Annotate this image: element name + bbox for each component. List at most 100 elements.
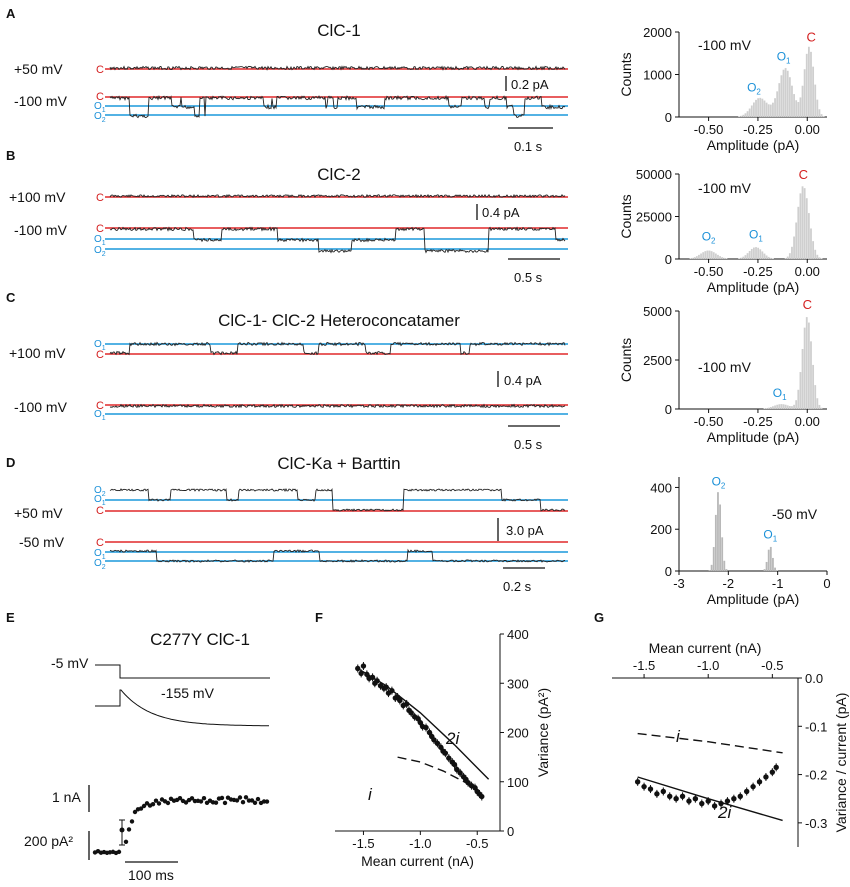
state-label-o2: O2 bbox=[94, 485, 106, 498]
data-point bbox=[667, 793, 673, 799]
histogram-bar bbox=[712, 547, 715, 571]
panel-a-voltage-bottom: -100 mV bbox=[14, 93, 68, 109]
panel-b: B ClC-2 +100 mV -100 mV C C O1 O2 0.4 pA… bbox=[6, 148, 827, 295]
x-tick-label: -0.50 bbox=[694, 122, 724, 137]
histogram-bar bbox=[740, 257, 743, 259]
data-point bbox=[711, 803, 718, 809]
histogram-bar bbox=[801, 349, 804, 409]
time-scale-label: 0.5 s bbox=[514, 437, 543, 452]
data-point bbox=[446, 755, 452, 761]
histogram-bar bbox=[714, 514, 717, 571]
variance-point bbox=[243, 795, 249, 800]
panel-b-title: ClC-2 bbox=[317, 165, 360, 184]
state-annotation: C bbox=[807, 29, 816, 44]
amplitude-scale-label: 0.4 pA bbox=[504, 373, 542, 388]
histogram-bar bbox=[818, 257, 821, 259]
histogram-bar bbox=[795, 400, 798, 409]
histogram-bar bbox=[769, 104, 772, 117]
histogram-bar bbox=[767, 407, 770, 409]
variance-point bbox=[249, 798, 255, 803]
histogram-bar bbox=[810, 228, 812, 259]
x-tick-label: -0.50 bbox=[694, 264, 724, 279]
data-point bbox=[673, 796, 679, 802]
histogram-bar bbox=[822, 116, 825, 117]
x-tick-label: 0 bbox=[823, 576, 830, 591]
histogram-bar bbox=[799, 372, 802, 409]
variance-point bbox=[132, 809, 138, 815]
variance-point bbox=[213, 800, 219, 805]
histogram-bar bbox=[812, 364, 815, 409]
panel-letter-e: E bbox=[6, 610, 15, 625]
x-axis-label: Mean current (nA) bbox=[361, 853, 474, 869]
histogram-bar bbox=[765, 408, 768, 409]
histogram-bar bbox=[750, 248, 753, 259]
state-label-o1: O1 bbox=[94, 101, 106, 114]
histogram-bar bbox=[759, 97, 762, 117]
histogram-bar bbox=[693, 257, 696, 259]
y-axis-label: Variance / current (pA) bbox=[833, 693, 849, 833]
histogram-bar bbox=[759, 249, 762, 259]
data-point bbox=[397, 697, 403, 704]
histogram-bar bbox=[742, 114, 745, 117]
histogram-bar bbox=[786, 256, 789, 259]
variance-point bbox=[240, 800, 246, 805]
y-tick-label: 0 bbox=[507, 824, 514, 839]
x-tick-label: -1 bbox=[772, 576, 784, 591]
data-point bbox=[641, 783, 647, 790]
current-trace bbox=[109, 488, 566, 512]
data-point bbox=[724, 798, 731, 804]
histogram-b: -0.50 -0.25 0.00 0 25000 50000 Amplitude (pA) C… bbox=[618, 167, 827, 295]
state-annotation: O2 bbox=[712, 474, 726, 490]
histogram-bar bbox=[706, 250, 709, 259]
histogram-bar bbox=[738, 116, 741, 117]
histogram-bar bbox=[719, 504, 721, 571]
data-point bbox=[731, 796, 737, 802]
data-point bbox=[699, 800, 705, 807]
y-tick-label: -0.1 bbox=[805, 719, 827, 734]
state-label-o2: O2 bbox=[94, 245, 106, 258]
histogram-bar bbox=[778, 404, 781, 409]
data-point bbox=[750, 783, 756, 790]
histogram-bar bbox=[780, 75, 783, 117]
data-point bbox=[457, 770, 463, 776]
variance-vs-current-plot: -1.5 -1.0 -0.5 0 100 200 300 400 Mean current (n… bbox=[335, 627, 551, 869]
hist-d-voltage: -50 mV bbox=[772, 506, 818, 522]
data-point bbox=[426, 729, 433, 736]
variance-over-current-plot: -1.5 -1.0 -0.5 0.0 -0.1 -0.2 -0.3 Mean current … bbox=[612, 640, 849, 847]
state-label-c: C bbox=[96, 91, 104, 103]
y-tick-label: 2500 bbox=[643, 353, 672, 368]
state-label-c: C bbox=[96, 223, 104, 235]
data-point bbox=[634, 779, 641, 785]
panel-letter-c: C bbox=[6, 290, 16, 305]
curve-label: i bbox=[368, 785, 373, 804]
state-label-o1: O1 bbox=[94, 548, 106, 561]
data-point bbox=[451, 761, 458, 768]
x-tick-label: -1.0 bbox=[409, 836, 431, 851]
histogram-bar bbox=[765, 102, 768, 117]
panel-b-voltage-bottom: -100 mV bbox=[14, 222, 68, 238]
amplitude-scale-label: 0.4 pA bbox=[482, 205, 520, 220]
current-trace bbox=[109, 65, 566, 71]
histogram-bar bbox=[793, 404, 795, 409]
state-label-o2: O2 bbox=[94, 111, 106, 124]
state-label-c: C bbox=[96, 192, 104, 204]
y-axis-label: Counts bbox=[618, 194, 634, 238]
histogram-bar bbox=[776, 404, 779, 409]
histogram-bar bbox=[788, 77, 791, 117]
state-annotation: O2 bbox=[747, 81, 761, 97]
histogram-bar bbox=[723, 257, 726, 259]
panel-letter-d: D bbox=[6, 455, 15, 470]
variance-time-course bbox=[92, 795, 270, 856]
y-axis-label: Variance (pA²) bbox=[535, 688, 551, 777]
holding-voltage-label: -5 mV bbox=[51, 655, 89, 671]
data-point bbox=[408, 710, 414, 716]
y-tick-label: 0.0 bbox=[805, 671, 823, 686]
histogram-bar bbox=[793, 94, 795, 117]
histogram-bar bbox=[748, 250, 751, 259]
histogram-bar bbox=[723, 560, 726, 571]
histogram-bar bbox=[784, 404, 787, 409]
histogram-bar bbox=[725, 569, 728, 571]
data-point bbox=[763, 774, 769, 780]
x-axis-label: Amplitude (pA) bbox=[707, 591, 800, 607]
data-point bbox=[756, 779, 763, 785]
